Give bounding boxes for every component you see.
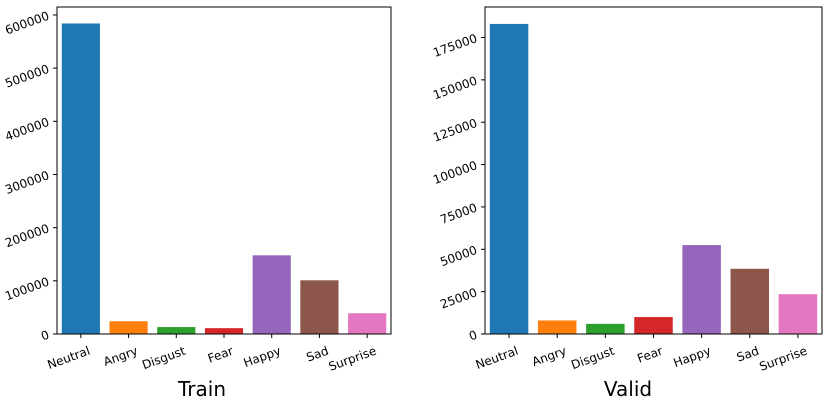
train-bar-surprise [348,313,387,334]
valid-y-tick-label: 0 [467,328,479,344]
train-bar-fear [204,328,244,334]
train-bar-neutral [61,23,100,334]
valid-bar-disgust [586,323,625,334]
train-bar-sad [300,280,339,334]
train-y-tick-label: 0 [39,328,51,344]
valid-chart-title: Valid [604,377,652,401]
valid-bar-surprise [778,294,818,334]
train-chart-title: Train [177,377,226,401]
valid-bar-fear [634,317,673,334]
valid-bar-neutral [489,23,529,334]
train-bar-happy [252,255,291,334]
valid-bar-happy [682,245,721,334]
valid-bar-angry [537,320,577,334]
valid-bar-sad [730,268,770,334]
train-bar-angry [109,321,148,334]
train-bar-disgust [157,327,196,334]
